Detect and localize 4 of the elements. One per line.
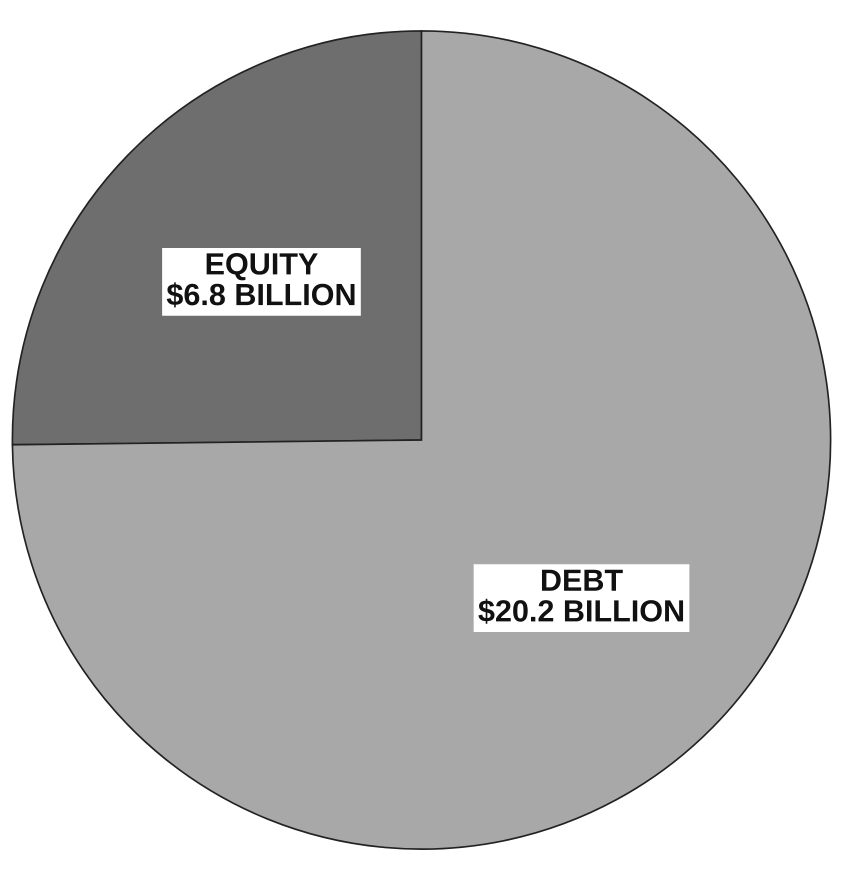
slice-label: DEBT: [542, 570, 623, 591]
slice-label: EQUITY: [206, 253, 318, 280]
data-label: $20.2 BILLION: [478, 598, 684, 624]
data-label: $6.8 BILLION: [166, 282, 355, 308]
